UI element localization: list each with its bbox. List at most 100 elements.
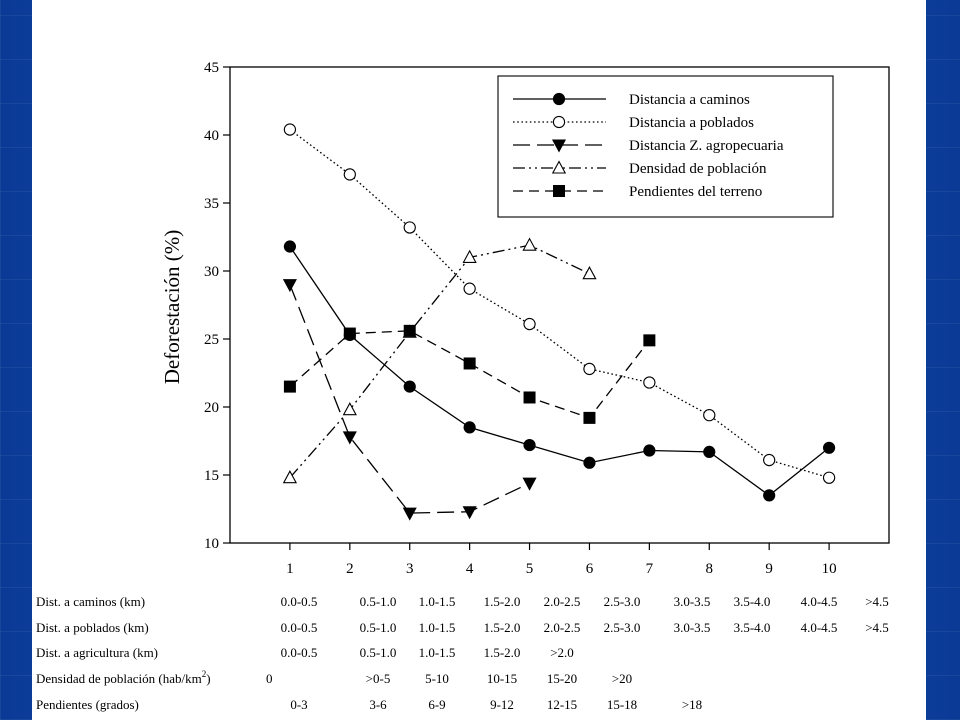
category-value: 0.5-1.0 <box>360 620 397 635</box>
y-tick-label: 40 <box>204 128 219 144</box>
series-line-5 <box>289 330 650 419</box>
category-value: 0-3 <box>290 697 307 712</box>
legend-marker-3 <box>551 139 567 153</box>
x-tick-label: 2 <box>346 561 354 577</box>
category-value: >18 <box>682 697 702 712</box>
category-value: 1.0-1.5 <box>419 594 456 609</box>
data-point-series-1 <box>283 240 297 253</box>
category-value: 3.0-3.5 <box>674 594 711 609</box>
data-point-series-5 <box>283 380 296 393</box>
category-value: 3.5-4.0 <box>734 620 771 635</box>
data-point-series-5 <box>343 327 356 340</box>
category-value: 1.5-2.0 <box>484 620 521 635</box>
legend-label-2: Distancia a poblados <box>629 115 754 131</box>
category-value: 3-6 <box>369 697 387 712</box>
data-point-series-2 <box>403 221 416 234</box>
data-point-series-1 <box>403 380 416 393</box>
y-tick-label: 15 <box>204 468 219 484</box>
data-point-series-1 <box>643 444 656 457</box>
category-value: >4.5 <box>865 620 889 635</box>
category-value: 0.0-0.5 <box>281 594 318 609</box>
data-point-series-2 <box>463 282 476 295</box>
legend-marker-5 <box>553 185 565 197</box>
category-value: 0.0-0.5 <box>281 620 318 635</box>
slide: 10 15 20 25 30 35 40 45 1 2 3 4 5 6 7 8 9 10 Deforestación… <box>32 0 926 720</box>
category-value: 0.0-0.5 <box>281 645 318 660</box>
y-tick-label: 35 <box>204 196 219 212</box>
legend-label-5: Pendientes del terreno <box>629 184 762 200</box>
plot-frame <box>229 66 890 544</box>
data-point-series-5 <box>583 411 596 424</box>
data-point-series-4 <box>282 470 298 484</box>
category-value: >2.0 <box>550 645 574 660</box>
legend-label-1: Distancia a caminos <box>629 92 750 108</box>
x-tick-label: 9 <box>765 561 773 577</box>
data-point-series-1 <box>463 421 476 434</box>
legend-label-4: Densidad de población <box>629 161 767 177</box>
x-tick-label: 10 <box>822 561 837 577</box>
data-point-series-2 <box>703 409 716 422</box>
data-point-series-1 <box>523 438 536 452</box>
data-point-series-1 <box>703 445 716 458</box>
category-row-label: Dist. a caminos (km) <box>36 594 145 609</box>
data-point-series-2 <box>523 317 536 331</box>
y-tick-label: 20 <box>204 400 219 416</box>
data-point-series-2 <box>343 168 356 181</box>
category-value: 15-20 <box>547 671 577 686</box>
data-point-series-3 <box>282 279 297 293</box>
category-row-label: Pendientes (grados) <box>36 697 139 712</box>
category-value: 15-18 <box>607 697 637 712</box>
data-point-series-4 <box>522 237 537 251</box>
category-row-label: Dist. a agricultura (km) <box>36 645 158 660</box>
series-line-1 <box>289 246 830 497</box>
category-row-label: Densidad de población (hab/km2) <box>36 669 211 686</box>
legend-label-3: Distancia Z. agropecuaria <box>629 138 784 154</box>
y-tick-label: 45 <box>204 60 219 76</box>
data-point-series-3 <box>402 507 417 521</box>
category-value: 1.0-1.5 <box>419 645 456 660</box>
category-value: 0 <box>266 671 273 686</box>
category-row-label: Dist. a poblados (km) <box>36 620 149 635</box>
y-tick-label: 30 <box>204 264 219 280</box>
data-point-series-2 <box>283 123 297 136</box>
category-value: 9-12 <box>490 697 514 712</box>
category-value: 1.5-2.0 <box>484 645 521 660</box>
data-point-series-1 <box>763 489 776 502</box>
data-point-series-3 <box>342 431 357 445</box>
category-value: 2.5-3.0 <box>604 620 641 635</box>
data-point-series-5 <box>643 334 656 347</box>
y-axis-title: Deforestación (%) <box>160 230 184 385</box>
category-value: 1.5-2.0 <box>484 594 521 609</box>
data-point-series-2 <box>763 453 776 467</box>
category-value: 3.0-3.5 <box>674 620 711 635</box>
category-value: 4.0-4.5 <box>801 594 838 609</box>
data-point-series-4 <box>342 402 357 416</box>
data-point-series-2 <box>583 362 596 376</box>
x-tick-label: 3 <box>406 561 414 577</box>
legend-marker-4 <box>551 160 567 174</box>
category-value: 3.5-4.0 <box>734 594 771 609</box>
category-value: 4.0-4.5 <box>801 620 838 635</box>
category-value: >0-5 <box>366 671 391 686</box>
data-point-series-5 <box>403 324 416 337</box>
x-tick-label: 1 <box>286 561 294 577</box>
series-line-2 <box>289 129 830 479</box>
category-value: 2.0-2.5 <box>544 620 581 635</box>
data-point-series-3 <box>522 477 537 491</box>
category-value: >4.5 <box>865 594 889 609</box>
x-tick-label: 7 <box>646 561 654 577</box>
data-point-series-4 <box>462 249 477 263</box>
data-point-series-1 <box>822 441 836 454</box>
x-tick-label: 6 <box>586 561 594 577</box>
data-point-series-5 <box>523 391 536 404</box>
category-value: 12-15 <box>547 697 577 712</box>
x-tick-label: 5 <box>526 561 534 577</box>
y-tick-label: 10 <box>204 536 219 552</box>
category-value: >20 <box>612 671 632 686</box>
x-tick-label: 4 <box>466 561 474 577</box>
legend-marker-2 <box>552 115 566 129</box>
series-line-4 <box>289 244 590 479</box>
series-line-3 <box>289 284 530 514</box>
category-value: 1.0-1.5 <box>419 620 456 635</box>
